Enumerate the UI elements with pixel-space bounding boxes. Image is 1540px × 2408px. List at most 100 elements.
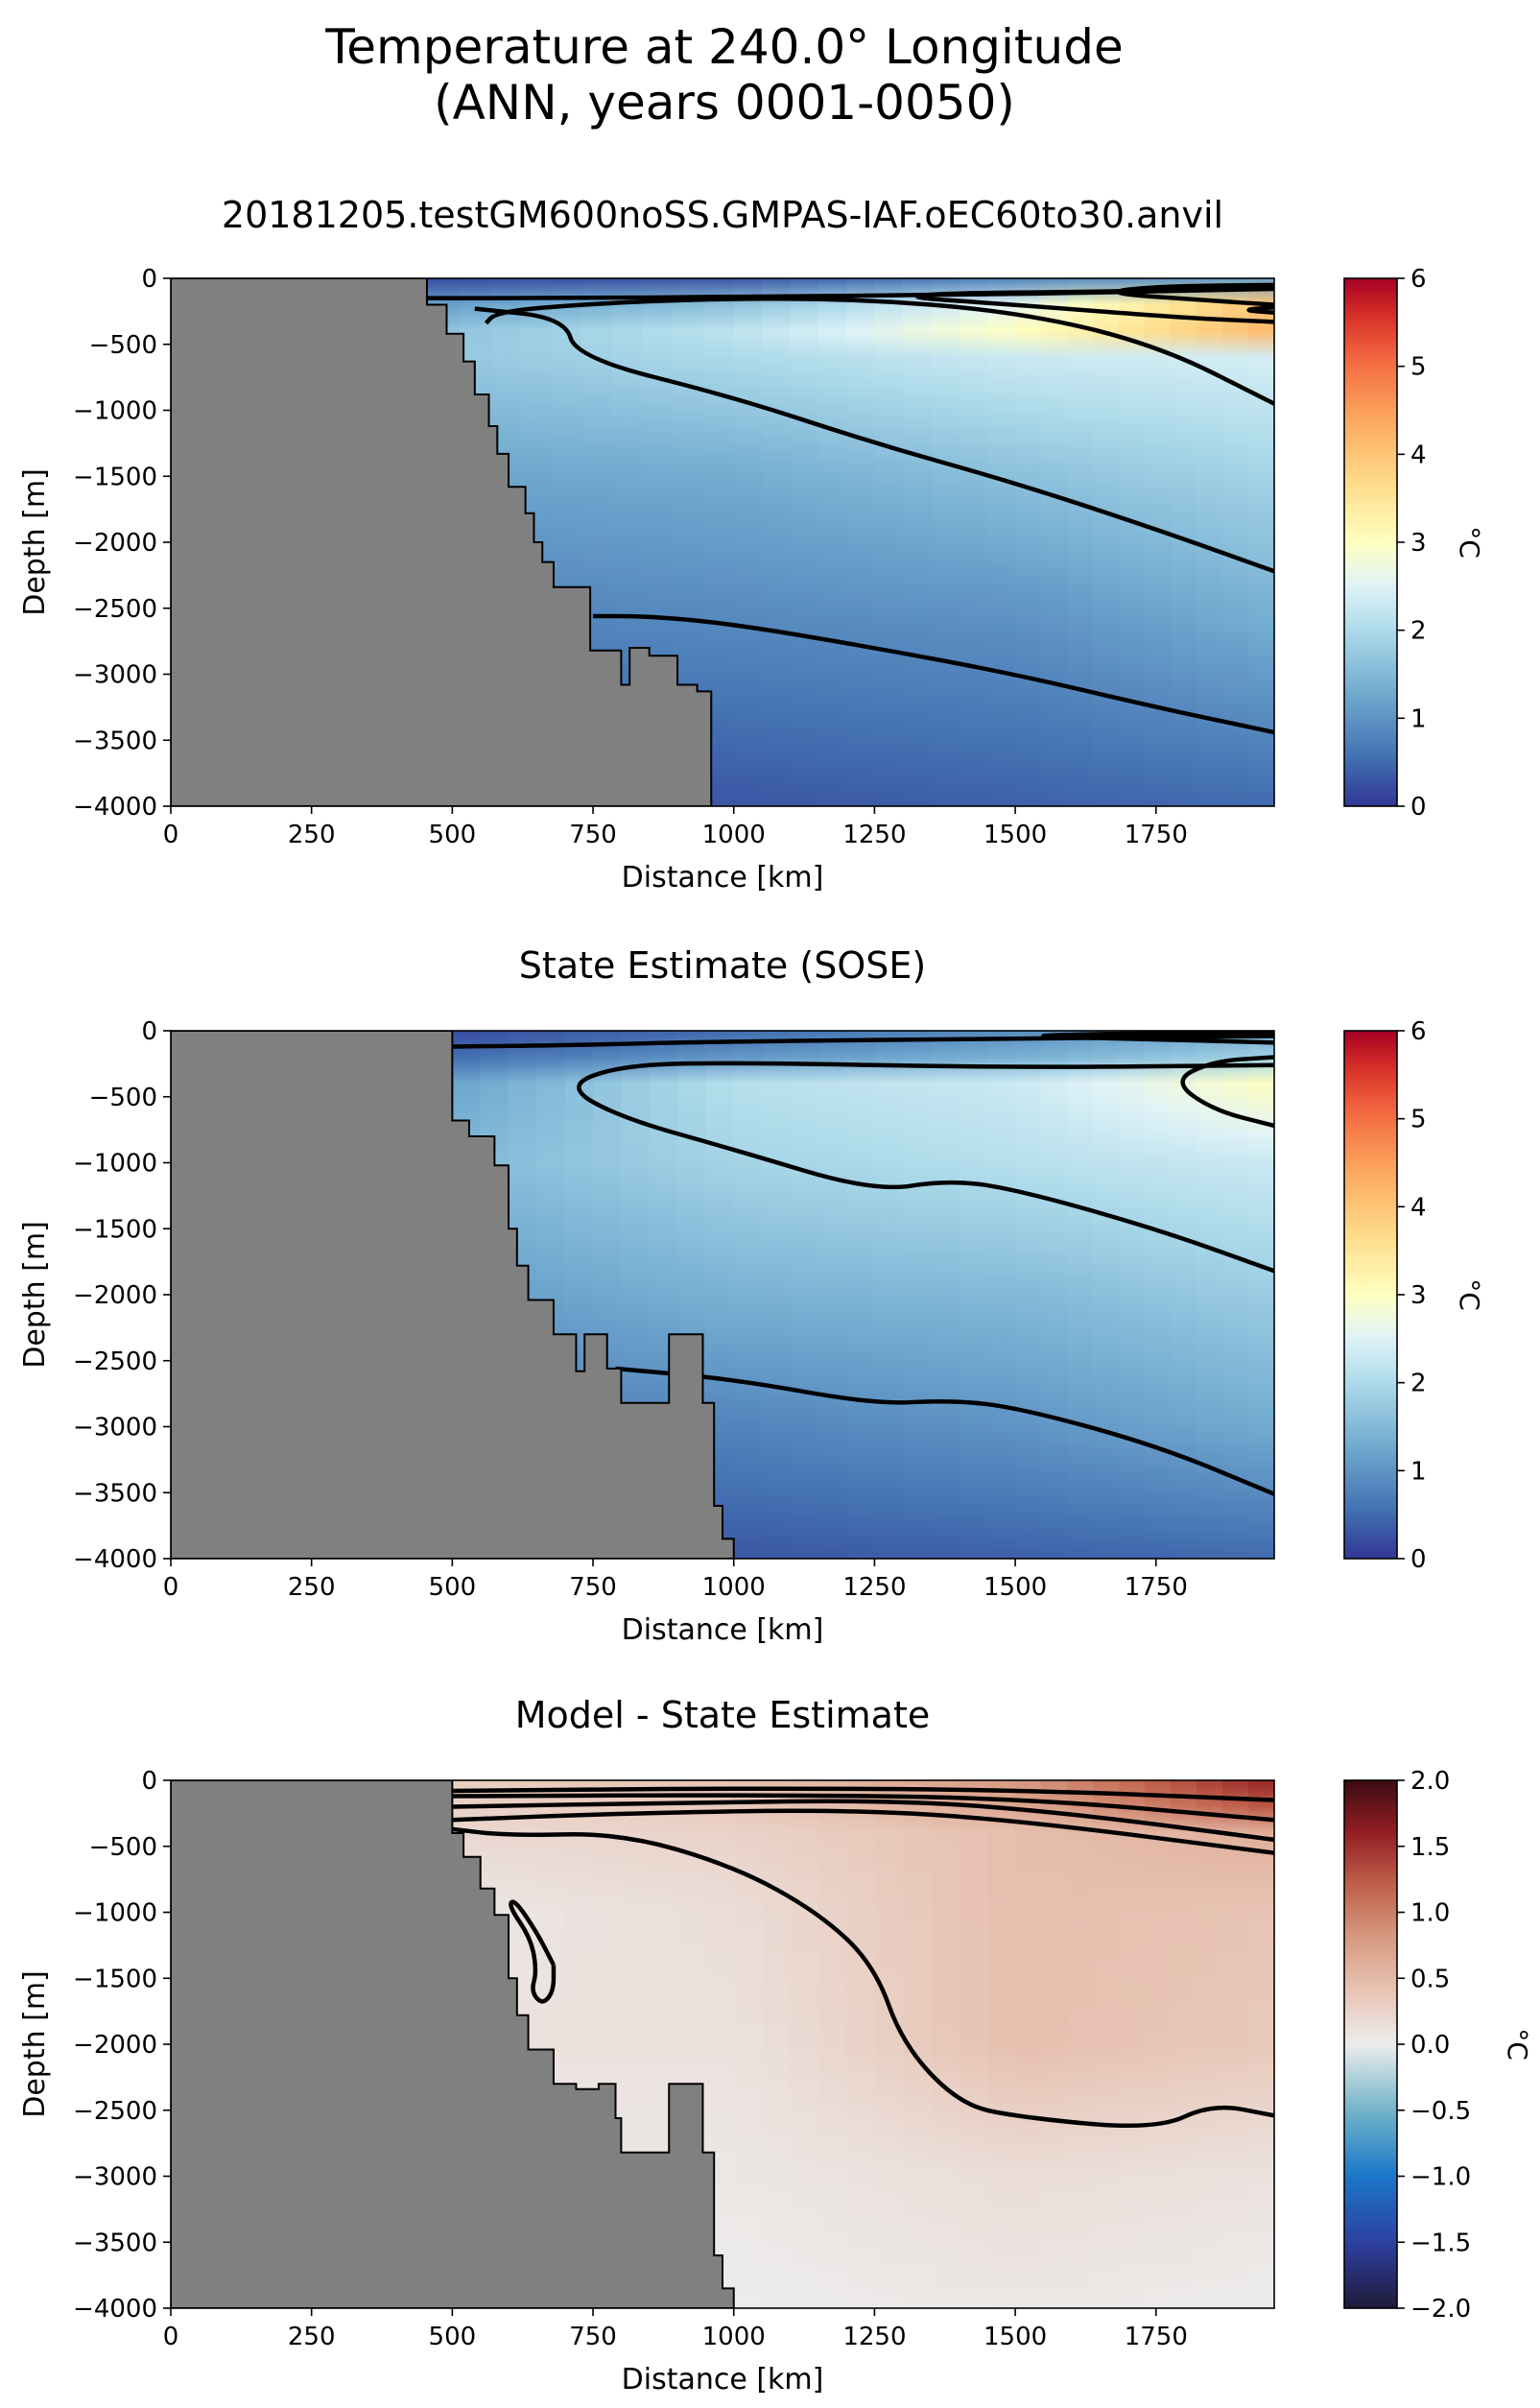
field-column [1171, 1031, 1197, 1559]
bathymetry [171, 1780, 735, 2308]
field-column [931, 1031, 960, 1559]
field-column [733, 1780, 763, 2308]
panel-title: 20181205.testGM600noSS.GMPAS-IAF.oEC60to… [222, 194, 1223, 236]
field-column [1119, 278, 1146, 806]
temperature-field [171, 1031, 1274, 1559]
contour-line-5 [1116, 282, 1274, 307]
x-axis-label: Distance [km] [622, 861, 824, 894]
field-column [1248, 278, 1274, 806]
y-tick-label: −3000 [73, 2163, 157, 2192]
field-column [1145, 278, 1172, 806]
field-column [1093, 278, 1120, 806]
contour-line-4 [914, 284, 1274, 324]
field-column [817, 1780, 847, 2308]
x-tick-label: 0 [163, 821, 179, 849]
field-column [817, 278, 847, 806]
field-column [733, 278, 763, 806]
contour-line-5 [452, 1786, 1274, 1802]
x-axis-label: Distance [km] [622, 1613, 824, 1647]
colorbar-tick-label: 0.0 [1410, 2031, 1450, 2060]
field-column [1248, 1780, 1274, 2308]
contour-line-0 [452, 1034, 1274, 1049]
panel-3: Model - State Estimate 0 250 500 750 1000 1250… [18, 1694, 1533, 2396]
field-column [1067, 278, 1094, 806]
field-column [874, 1031, 904, 1559]
colorbar-tick-label: 1.5 [1410, 1833, 1450, 1862]
field-column [1196, 278, 1223, 806]
colorbar-tick-label: 5 [1410, 353, 1427, 382]
field-column [762, 1780, 792, 2308]
bathymetry [171, 1031, 735, 1559]
figure-title-line1: Temperature at 240.0° Longitude [324, 19, 1123, 75]
temperature-field [171, 278, 1274, 806]
colorbar-label: °C [1454, 1278, 1485, 1311]
field-column [817, 1031, 847, 1559]
colorbar-tick-label: 0.5 [1410, 1965, 1450, 1993]
x-tick-label: 1500 [983, 1573, 1047, 1602]
field-column [846, 1031, 876, 1559]
field-column [986, 278, 1016, 806]
panel-1: 20181205.testGM600noSS.GMPAS-IAF.oEC60to… [18, 194, 1485, 894]
colorbar-tick-label: 1.0 [1410, 1899, 1450, 1928]
x-axis-label: Distance [km] [622, 2363, 824, 2396]
field-column [1093, 1031, 1120, 1559]
colorbar-tick-label: 6 [1410, 1017, 1427, 1046]
y-tick-label: −2000 [73, 1281, 157, 1310]
bathymetry [171, 278, 713, 806]
field-column [1093, 1780, 1120, 2308]
y-tick-label: −1500 [73, 463, 157, 491]
x-tick-label: 0 [163, 1573, 179, 1602]
y-tick-label: −500 [89, 1084, 157, 1112]
y-tick-label: 0 [141, 1017, 157, 1046]
field-column [1067, 1031, 1094, 1559]
contour-line-4 [452, 1793, 1274, 1823]
y-tick-label: −500 [89, 331, 157, 360]
colorbar-tick-label: 1 [1410, 1457, 1427, 1486]
field-column [1145, 1780, 1172, 2308]
x-tick-label: 1000 [702, 2323, 766, 2351]
colorbar: 0 1 2 3 4 5 6 °C [1343, 265, 1485, 822]
contour-line-1 [509, 1899, 557, 2004]
x-tick-label: 500 [429, 821, 477, 849]
contour-line-0 [452, 1826, 1274, 2129]
colorbar-tick-label: 3 [1410, 529, 1427, 558]
panel-title: Model - State Estimate [515, 1694, 930, 1736]
field-column [1145, 1031, 1172, 1559]
x-tick-label: 250 [288, 2323, 336, 2351]
y-axis-label: Depth [m] [18, 1970, 52, 2118]
field-column [790, 1031, 819, 1559]
y-tick-label: −3000 [73, 661, 157, 690]
x-tick-label: 750 [569, 2323, 617, 2351]
field-column [762, 1031, 792, 1559]
colorbar-bar [1343, 277, 1398, 807]
contour-line-3 [1180, 1055, 1274, 1129]
y-tick-label: −2500 [73, 595, 157, 624]
field-column [986, 1031, 1016, 1559]
y-tick-label: −1000 [73, 397, 157, 426]
field-column [986, 1780, 1016, 2308]
x-tick-label: 750 [569, 1573, 617, 1602]
x-tick-label: 1500 [983, 2323, 1047, 2351]
y-tick-label: −3500 [73, 727, 157, 755]
x-tick-label: 500 [429, 1573, 477, 1602]
panel-2: State Estimate (SOSE)0 250 500 750 1000 1250 1… [18, 944, 1485, 1647]
colorbar-tick-label: 4 [1410, 441, 1427, 469]
field-column [846, 1780, 876, 2308]
field-column [1248, 1031, 1274, 1559]
x-tick-label: 1250 [842, 821, 906, 849]
field-column [931, 1780, 960, 2308]
temperature-field [171, 1780, 1274, 2308]
field-column [1196, 1780, 1223, 2308]
y-axis-label: Depth [m] [18, 1221, 52, 1369]
x-tick-label: 1000 [702, 821, 766, 849]
y-tick-label: −3500 [73, 2229, 157, 2257]
field-column [1222, 1780, 1249, 2308]
y-tick-label: −2000 [73, 529, 157, 558]
colorbar-label: °C [1454, 526, 1485, 559]
field-column [1171, 1780, 1197, 2308]
x-tick-label: 1750 [1125, 1573, 1188, 1602]
x-tick-label: 1500 [983, 821, 1047, 849]
y-tick-label: −1000 [73, 1899, 157, 1928]
x-tick-label: 0 [163, 2323, 179, 2351]
